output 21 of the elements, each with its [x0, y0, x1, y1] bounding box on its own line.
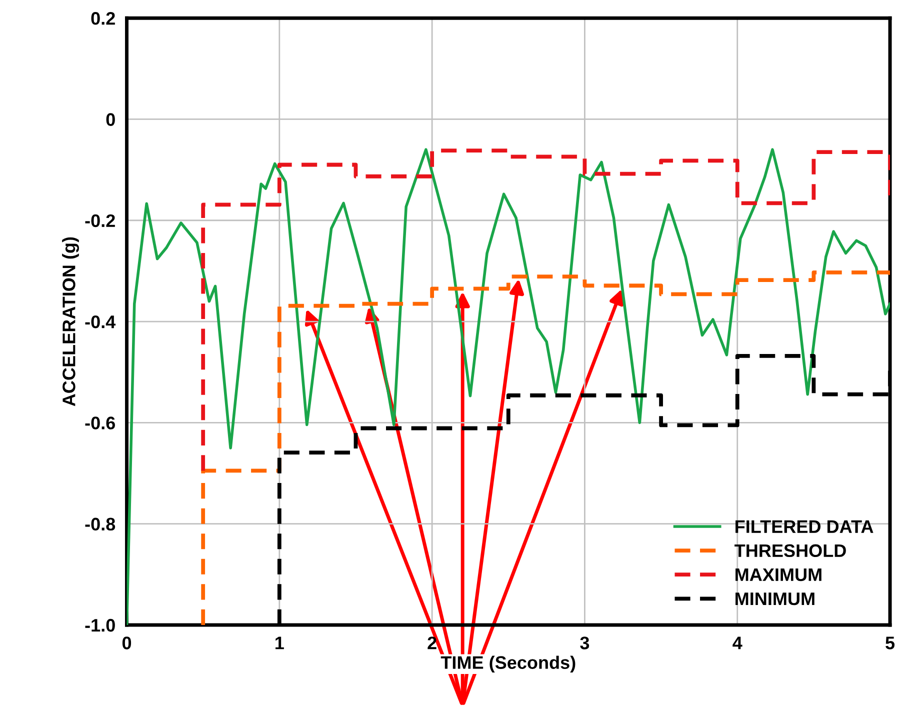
x-tick-label: 0 — [122, 636, 132, 650]
y-tick-label: 0.2 — [91, 12, 115, 25]
y-tick-label: -0.8 — [85, 518, 116, 531]
legend-label: FILTERED DATA — [736, 520, 874, 533]
y-tick-label: -1.0 — [85, 618, 115, 632]
x-axis-title: TIME (Seconds) — [440, 656, 576, 673]
x-tick-label: 1 — [276, 636, 284, 650]
x-tick-label: 2 — [428, 636, 436, 650]
y-tick-label: 0 — [106, 113, 115, 126]
x-tick-label: 4 — [732, 636, 742, 650]
legend-label: MINIMUM — [736, 592, 814, 606]
x-tick-label: 5 — [886, 636, 895, 650]
legend-label: MAXIMUM — [736, 568, 822, 582]
x-tick-label: 3 — [580, 636, 590, 650]
y-axis-title: ACCELERATION (g) — [62, 237, 79, 406]
y-tick-label: -0.4 — [85, 315, 116, 328]
legend-label: THRESHOLD — [734, 544, 846, 558]
line-series — [201, 148, 890, 473]
y-tick-label: -0.2 — [85, 214, 115, 228]
y-tick-label: -0.6 — [85, 416, 115, 430]
line-series — [201, 270, 890, 625]
